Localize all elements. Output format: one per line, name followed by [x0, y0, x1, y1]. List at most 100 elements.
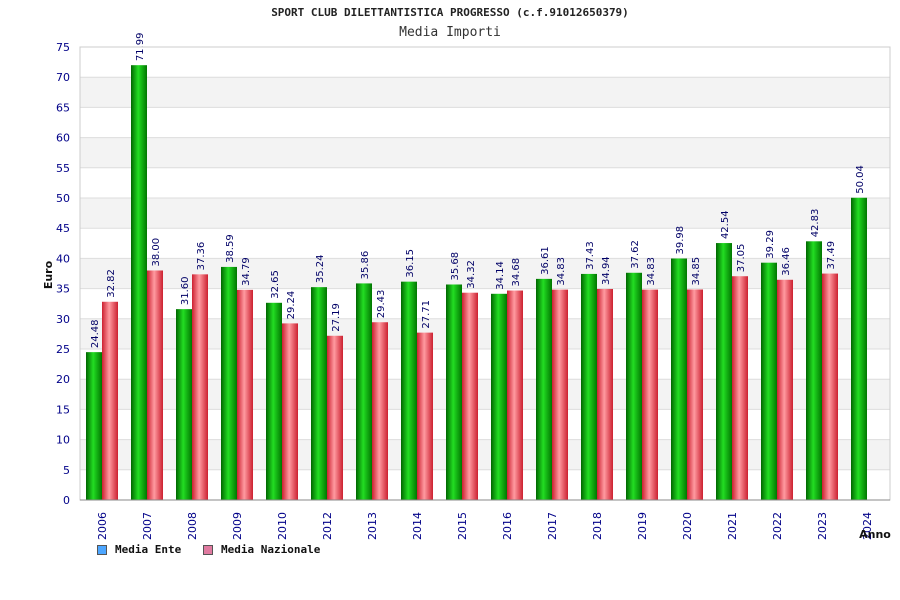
- bar-media-ente: [131, 65, 147, 501]
- bar-media-ente: [311, 287, 327, 500]
- x-axis-label: Anno: [859, 528, 891, 541]
- data-label: 38.59: [225, 234, 236, 263]
- grid-band: [80, 137, 890, 168]
- grid-band: [80, 288, 890, 319]
- data-label: 37.36: [196, 242, 207, 271]
- legend-item-media-ente: Media Ente: [97, 543, 181, 556]
- x-tick-label: 2018: [591, 512, 604, 540]
- data-label: 32.65: [270, 270, 281, 299]
- y-tick-label: 50: [56, 192, 70, 205]
- data-label: 27.19: [331, 303, 342, 332]
- bar-media-ente: [86, 352, 102, 500]
- data-label: 35.86: [360, 251, 371, 280]
- data-label: 37.43: [585, 241, 596, 270]
- bar-media-nazionale: [552, 289, 568, 500]
- legend-label: Media Nazionale: [221, 543, 321, 556]
- legend-item-media-nazionale: Media Nazionale: [203, 543, 320, 556]
- chart-subtitle: Media Importi: [399, 25, 501, 40]
- x-tick-label: 2022: [771, 512, 784, 540]
- grid-band: [80, 77, 890, 108]
- data-label: 37.62: [630, 240, 641, 269]
- data-label: 37.05: [736, 244, 747, 273]
- x-tick-label: 2012: [321, 512, 334, 540]
- y-tick-label: 55: [56, 162, 70, 175]
- bar-media-nazionale: [507, 290, 523, 500]
- grid-band: [80, 47, 890, 78]
- bar-media-nazionale: [192, 274, 208, 500]
- bar-media-nazionale: [147, 270, 163, 500]
- bar-media-ente: [536, 278, 552, 500]
- bar-media-nazionale: [102, 301, 118, 500]
- x-tick-label: 2016: [501, 512, 514, 540]
- data-label: 39.98: [675, 226, 686, 255]
- bar-media-nazionale: [282, 323, 298, 500]
- bar-media-ente: [671, 258, 687, 500]
- x-tick-label: 2014: [411, 512, 424, 540]
- x-tick-label: 2006: [96, 512, 109, 540]
- grid-band: [80, 439, 890, 470]
- y-tick-label: 35: [56, 283, 70, 296]
- y-tick-label: 65: [56, 101, 70, 114]
- y-axis-label: Euro: [42, 260, 55, 289]
- data-label: 27.71: [421, 300, 432, 329]
- bar-media-nazionale: [237, 289, 253, 500]
- x-tick-label: 2021: [726, 512, 739, 540]
- legend-label: Media Ente: [115, 543, 182, 556]
- data-label: 37.49: [826, 241, 837, 270]
- bar-media-ente: [851, 197, 867, 500]
- y-tick-label: 30: [56, 313, 70, 326]
- data-label: 36.46: [781, 247, 792, 276]
- x-tick-label: 2008: [186, 512, 199, 540]
- y-tick-label: 45: [56, 222, 70, 235]
- grid-band: [80, 258, 890, 289]
- bar-media-nazionale: [822, 273, 838, 500]
- x-tick-label: 2007: [141, 512, 154, 540]
- grid-band: [80, 349, 890, 380]
- y-tick-label: 20: [56, 373, 70, 386]
- x-tick-label: 2009: [231, 512, 244, 540]
- grid-band: [80, 318, 890, 349]
- y-tick-label: 70: [56, 71, 70, 84]
- x-tick-label: 2019: [636, 512, 649, 540]
- bar-media-nazionale: [687, 289, 703, 500]
- y-tick-label: 40: [56, 252, 70, 265]
- data-label: 34.32: [466, 260, 477, 289]
- bar-media-ente: [446, 284, 462, 500]
- data-label: 36.15: [405, 249, 416, 278]
- data-label: 50.04: [855, 165, 866, 194]
- data-label: 34.83: [646, 257, 657, 286]
- bar-media-nazionale: [597, 288, 613, 500]
- x-tick-label: 2015: [456, 512, 469, 540]
- bar-media-nazionale: [642, 289, 658, 500]
- bar-media-nazionale: [417, 332, 433, 500]
- data-label: 42.54: [720, 210, 731, 239]
- x-tick-label: 2024: [861, 512, 874, 540]
- bar-media-ente: [356, 283, 372, 500]
- x-tick-label: 2020: [681, 512, 694, 540]
- x-tick-label: 2023: [816, 512, 829, 540]
- y-tick-label: 10: [56, 434, 70, 447]
- bar-media-nazionale: [777, 279, 793, 500]
- y-tick-label: 15: [56, 403, 70, 416]
- bar-media-ente: [176, 309, 192, 500]
- data-label: 24.48: [90, 320, 101, 349]
- data-label: 35.68: [450, 252, 461, 281]
- grid-band: [80, 107, 890, 138]
- x-tick-label: 2013: [366, 512, 379, 540]
- grid-band: [80, 228, 890, 259]
- bar-media-ente: [761, 262, 777, 500]
- y-tick-label: 5: [63, 464, 70, 477]
- bar-media-nazionale: [462, 292, 478, 500]
- data-label: 29.43: [376, 290, 387, 319]
- legend-swatch: [203, 544, 213, 555]
- grid-band: [80, 469, 890, 500]
- x-tick-label: 2017: [546, 512, 559, 540]
- data-label: 34.14: [495, 261, 506, 290]
- data-label: 34.85: [691, 257, 702, 286]
- data-label: 39.29: [765, 230, 776, 259]
- bar-media-ente: [581, 273, 597, 500]
- bar-media-ente: [266, 302, 282, 500]
- y-tick-label: 0: [63, 494, 70, 507]
